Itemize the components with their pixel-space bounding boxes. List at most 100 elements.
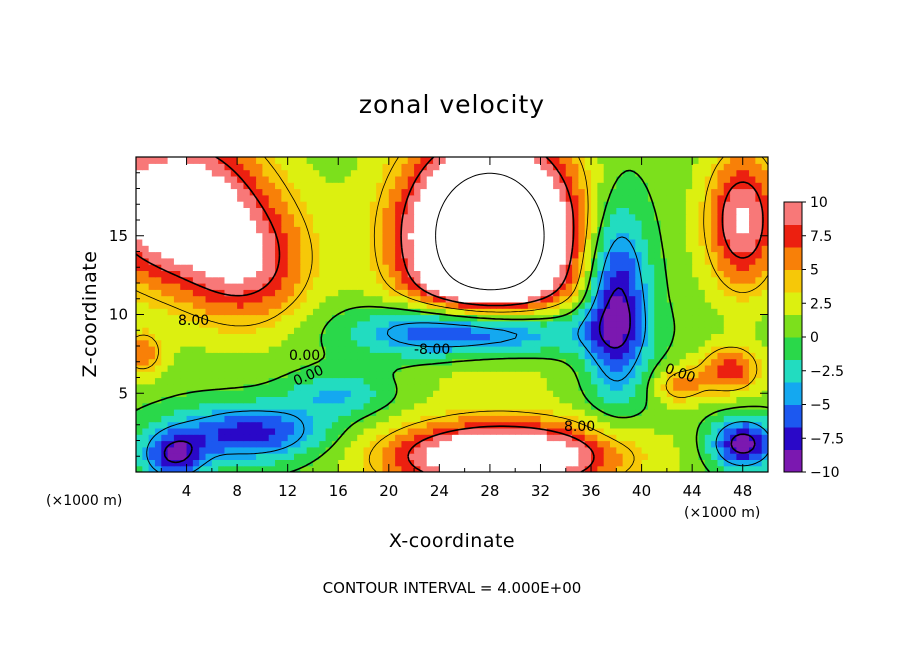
field-cell [338, 339, 346, 347]
field-cell [350, 194, 358, 202]
field-cell [616, 352, 624, 360]
field-cell [489, 352, 497, 360]
field-cell [717, 283, 725, 290]
field-cell [167, 415, 175, 423]
field-cell [275, 295, 282, 303]
field-cell [553, 383, 561, 391]
field-cell [723, 415, 731, 423]
field-cell [256, 427, 263, 435]
field-cell [534, 465, 542, 472]
field-cell [452, 188, 459, 196]
field-cell [331, 232, 339, 240]
field-cell [363, 320, 371, 328]
field-cell [559, 188, 567, 196]
field-cell [452, 434, 459, 442]
field-cell [597, 289, 605, 297]
field-cell [249, 257, 257, 265]
field-cell [433, 364, 440, 372]
field-cell [136, 245, 143, 253]
field-cell [148, 421, 156, 429]
field-cell [331, 352, 339, 360]
field-cell [622, 226, 630, 234]
field-cell [679, 207, 687, 215]
field-cell [578, 427, 586, 435]
field-cell [496, 251, 504, 259]
field-cell [635, 409, 643, 416]
field-cell [616, 283, 624, 290]
field-cell [426, 163, 434, 171]
field-cell [148, 301, 156, 309]
field-cell [489, 188, 497, 196]
field-cell [148, 157, 156, 164]
field-cell [439, 427, 447, 435]
field-cell [515, 453, 523, 460]
field-cell [401, 276, 409, 284]
field-cell [458, 415, 466, 423]
field-cell [344, 238, 352, 246]
field-cell [180, 427, 188, 435]
field-cell [685, 201, 693, 208]
field-cell [584, 289, 592, 297]
field-cell [142, 194, 150, 202]
field-cell [445, 188, 453, 196]
field-cell [136, 194, 143, 202]
field-cell [224, 333, 232, 341]
field-cell [553, 270, 561, 278]
field-cell [464, 396, 472, 404]
field-cell [256, 371, 263, 379]
field-cell [685, 383, 693, 391]
field-cell [325, 327, 333, 334]
field-cell [382, 415, 390, 423]
field-cell [641, 270, 649, 278]
field-cell [363, 188, 371, 196]
field-cell [319, 383, 327, 391]
field-cell [736, 427, 744, 435]
field-cell [338, 175, 346, 183]
field-cell [344, 295, 352, 303]
field-cell [546, 446, 554, 454]
field-cell [711, 201, 719, 208]
field-cell [148, 377, 156, 385]
field-cell [256, 251, 263, 259]
field-cell [161, 415, 169, 423]
field-cell [458, 333, 466, 341]
field-cell [224, 301, 232, 309]
field-cell [616, 245, 624, 253]
field-cell [199, 371, 207, 379]
field-cell [616, 333, 624, 341]
field-cell [666, 251, 674, 259]
field-cell [483, 396, 491, 404]
field-cell [565, 402, 573, 410]
field-cell [496, 409, 504, 416]
field-cell [647, 459, 655, 467]
field-cell [243, 257, 251, 265]
field-cell [319, 453, 327, 460]
field-cell [136, 383, 143, 391]
field-cell [211, 364, 219, 372]
field-cell [395, 346, 403, 353]
field-cell [477, 327, 485, 334]
field-cell [635, 169, 643, 177]
field-cell [306, 295, 314, 303]
field-cell [704, 440, 712, 448]
field-cell [433, 232, 440, 240]
field-cell [534, 314, 542, 322]
field-cell [287, 163, 295, 171]
field-cell [635, 421, 643, 429]
field-cell [281, 188, 289, 196]
field-cell [205, 201, 213, 208]
field-cell [622, 396, 630, 404]
field-cell [666, 207, 674, 215]
field-cell [420, 346, 428, 353]
field-cell [173, 226, 181, 234]
field-cell [256, 276, 263, 284]
field-cell [161, 396, 169, 404]
field-cell [660, 295, 668, 303]
field-cell [363, 308, 371, 316]
field-cell [205, 358, 213, 366]
field-cell [180, 453, 188, 460]
field-cell [452, 459, 459, 467]
field-cell [483, 270, 491, 278]
field-cell [433, 415, 440, 423]
field-cell [325, 320, 333, 328]
